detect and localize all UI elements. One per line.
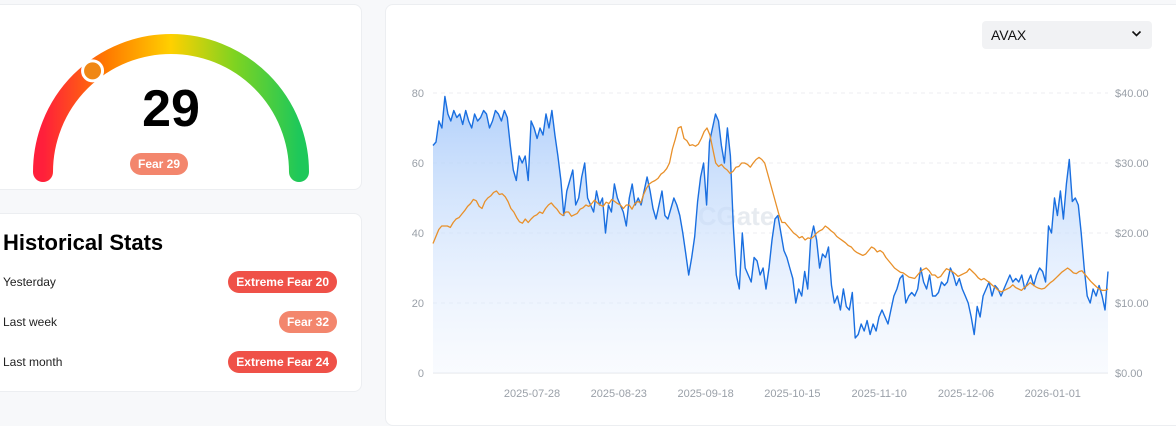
y-right-tick-label: $30.00 (1115, 158, 1149, 170)
gauge-arc (33, 34, 309, 182)
stat-badge: Fear 32 (278, 311, 337, 333)
y-right-tick-label: $20.00 (1115, 228, 1149, 240)
chevron-down-icon (1131, 30, 1142, 37)
fear-greed-gauge-card: 29 Fear 29 (0, 4, 362, 190)
x-tick-label: 2025-09-18 (677, 388, 733, 400)
stat-label: Last month (3, 355, 63, 369)
x-tick-label: 2025-10-15 (764, 388, 820, 400)
y-left-tick-label: 60 (412, 158, 424, 170)
x-tick-label: 2026-01-01 (1025, 388, 1081, 400)
price-sentiment-chart-card: CGate 0 20 40 60 80 $0.00 $10.00 $20.00 $30.00 $4… (385, 4, 1176, 426)
gauge-value: 29 (142, 80, 200, 138)
gauge-sentiment-badge: Fear 29 (130, 153, 189, 175)
x-tick-label: 2025-12-06 (938, 388, 994, 400)
stat-label: Yesterday (3, 275, 56, 289)
x-tick-label: 2025-07-28 (504, 388, 560, 400)
price-sentiment-chart: CGate 020406080$0.00$10.00$20.00$30.00$4… (412, 88, 1149, 400)
y-left-tick-label: 80 (412, 88, 424, 100)
stat-badge: Extreme Fear 24 (228, 351, 337, 373)
series-line-1 (432, 125, 1109, 293)
series-line-0 (432, 95, 1109, 339)
series-area-0 (433, 96, 1108, 373)
y-left-tick-label: 40 (412, 228, 424, 240)
stat-badge: Extreme Fear 20 (228, 271, 337, 293)
y-right-tick-label: $10.00 (1115, 298, 1149, 310)
coin-select[interactable]: AVAX (982, 21, 1152, 49)
stat-label: Last week (3, 315, 58, 329)
x-tick-label: 2025-11-10 (851, 388, 906, 400)
y-right-tick-label: $40.00 (1115, 88, 1149, 100)
y-left-tick-label: 0 (418, 368, 424, 380)
y-right-tick-label: $0.00 (1115, 368, 1143, 380)
gauge-indicator-dot (81, 59, 105, 83)
historical-stats-title: Historical Stats (3, 230, 164, 255)
y-left-tick-label: 20 (412, 298, 424, 310)
x-tick-label: 2025-08-23 (591, 388, 647, 400)
historical-stats-card: Historical Stats Yesterday Extreme Fear … (0, 213, 362, 392)
coin-select-value: AVAX (991, 27, 1027, 43)
